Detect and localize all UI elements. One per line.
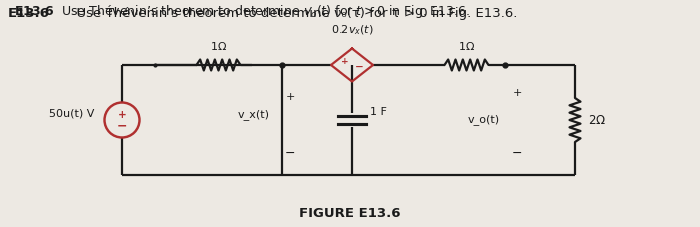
Text: −: − xyxy=(355,62,363,72)
Text: v_o(t): v_o(t) xyxy=(468,115,500,126)
Text: +: + xyxy=(118,109,127,119)
Text: v_x(t): v_x(t) xyxy=(238,110,270,121)
Text: +: + xyxy=(341,57,349,67)
Text: −: − xyxy=(117,120,127,133)
Text: $0.2v_x(t)$: $0.2v_x(t)$ xyxy=(330,23,373,37)
Text: 1 F: 1 F xyxy=(370,107,387,117)
Text: Use Thévenin’s theorem to determine ν₀(τ) for τ > 0 in Fig. E13.6.: Use Thévenin’s theorem to determine ν₀(τ… xyxy=(68,7,517,20)
Text: $1\Omega$: $1\Omega$ xyxy=(210,40,227,52)
Text: 50u(t) V: 50u(t) V xyxy=(48,109,94,119)
Text: E13.6: E13.6 xyxy=(8,7,50,20)
Text: $1\Omega$: $1\Omega$ xyxy=(458,40,475,52)
Text: −: − xyxy=(285,146,295,160)
Text: FIGURE E13.6: FIGURE E13.6 xyxy=(300,207,400,220)
Text: −: − xyxy=(512,146,522,160)
Text: $\mathbf{E13.6}$  Use Thévenin’s theorem to determine $v_o(t)$ for $t > 0$ in Fi: $\mathbf{E13.6}$ Use Thévenin’s theorem … xyxy=(14,3,470,20)
Text: +: + xyxy=(512,88,522,98)
Text: $2\Omega$: $2\Omega$ xyxy=(588,114,606,126)
Text: +: + xyxy=(286,92,295,102)
